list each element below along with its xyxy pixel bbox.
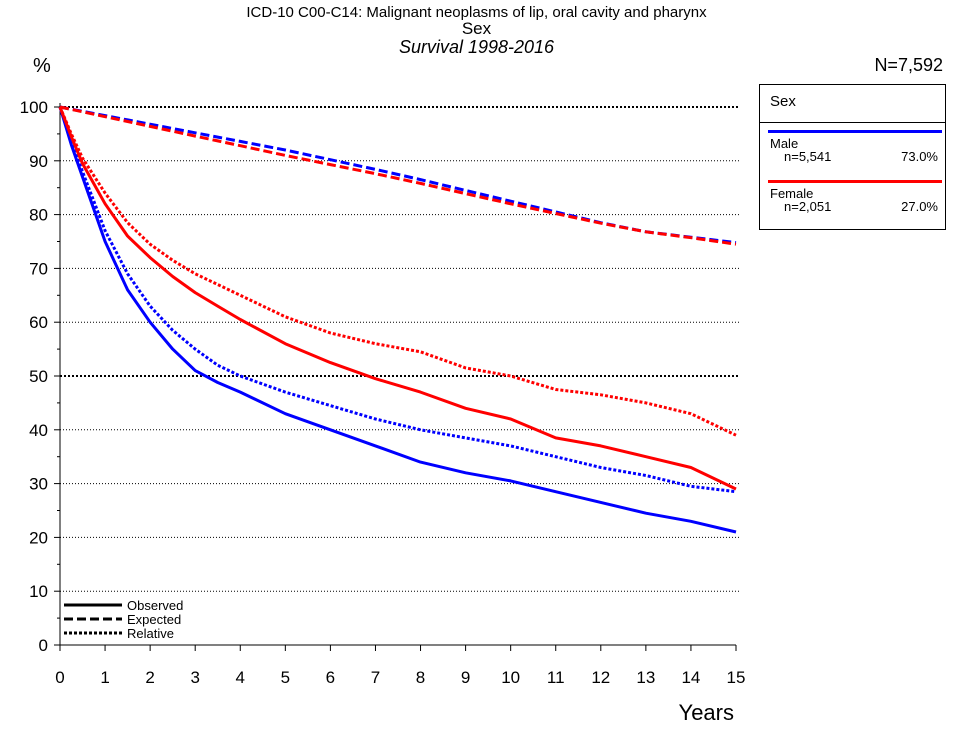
series-male-observed [58,106,737,534]
legend-male-swatch [768,130,942,133]
y-tick-label-100: 100 [20,98,48,117]
y-tick-label-40: 40 [29,421,48,440]
legend-female-pct: 27.0% [901,199,938,214]
legend-female-swatch [768,180,942,183]
series-female-relative [58,106,737,437]
series-female-observed [58,106,737,491]
x-tick-label-4: 4 [236,668,245,687]
y-tick-label-0: 0 [39,636,48,655]
y-tick-label-80: 80 [29,206,48,225]
chart-period: Survival 1998-2016 [398,37,555,57]
y-tick-label-90: 90 [29,152,48,171]
x-tick-label-13: 13 [636,668,655,687]
x-axis-label: Years [678,700,734,725]
x-tick-label-9: 9 [461,668,470,687]
x-tick-label-5: 5 [281,668,290,687]
series-female-expected [59,105,737,246]
x-tick-label-8: 8 [416,668,425,687]
style-legend-expected-label: Expected [127,612,181,627]
x-tick-label-12: 12 [591,668,610,687]
legend-title: Sex [770,93,796,110]
y-tick-label-20: 20 [29,528,48,547]
x-tick-label-1: 1 [100,668,109,687]
legend-female-n: n=2,051 [784,199,832,214]
legend-male-n: n=5,541 [784,149,832,164]
y-tick-label-50: 50 [29,367,48,386]
x-tick-label-6: 6 [326,668,335,687]
series-male-expected [59,105,737,245]
y-tick-label-60: 60 [29,313,48,332]
chart-title: ICD-10 C00-C14: Malignant neoplasms of l… [246,4,707,21]
x-tick-label-10: 10 [501,668,520,687]
x-tick-label-11: 11 [547,668,565,687]
style-legend-observed-label: Observed [127,598,183,613]
x-tick-label-0: 0 [55,668,64,687]
legend-female-name: Female [770,186,814,201]
legend-male-pct: 73.0% [901,149,938,164]
legend-male-name: Male [770,136,799,151]
y-axis-unit: % [33,55,51,77]
y-tick-label-70: 70 [29,259,48,278]
chart-subtitle: Sex [461,19,492,38]
x-tick-label-15: 15 [727,668,746,687]
y-tick-label-10: 10 [29,582,48,601]
x-tick-label-2: 2 [145,668,154,687]
legend-divider [760,122,945,123]
y-tick-label-30: 30 [29,475,48,494]
style-legend-relative-label: Relative [127,626,174,641]
x-tick-label-7: 7 [371,668,380,687]
series-male-relative [58,106,737,494]
total-count: N=7,592 [874,55,943,75]
x-tick-label-3: 3 [190,668,199,687]
x-tick-label-14: 14 [681,668,700,687]
legend-box: Sex Male n=5,541 73.0% Female n=2,051 27… [759,84,946,230]
